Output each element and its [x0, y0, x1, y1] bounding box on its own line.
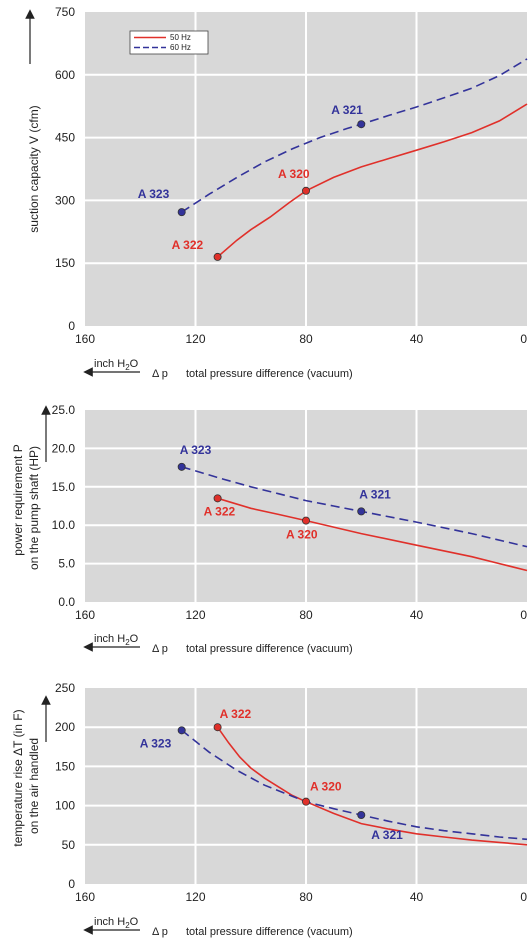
point-label: A 320: [278, 167, 310, 181]
data-point: [177, 462, 186, 471]
data-point: [213, 494, 222, 503]
x-tick-label: 0: [520, 332, 527, 346]
series-line-50hz: [217, 497, 528, 572]
delta-p-symbol: Δ p: [152, 643, 168, 655]
y-tick-label: 450: [55, 131, 75, 145]
y-axis-label-line2: on the air handled: [27, 738, 41, 834]
y-tick-label: 0: [68, 877, 75, 891]
series-line-50hz: [217, 103, 528, 258]
y-tick-label: 50: [62, 838, 76, 852]
x-tick-label: 40: [410, 890, 424, 904]
data-point: [301, 797, 310, 806]
x-unit-label: inch H2O: [94, 916, 139, 930]
data-point: [177, 208, 186, 217]
legend-box: [129, 30, 209, 55]
data-point: [177, 726, 186, 735]
data-point: [301, 186, 310, 195]
x-unit-label: inch H2O: [94, 633, 139, 647]
y-axis-label: temperature rise ΔT (in F): [11, 709, 25, 846]
data-point: [357, 811, 366, 820]
x-tick-label: 160: [75, 890, 95, 904]
x-tick-label: 120: [185, 608, 205, 622]
x-unit-label: inch H2O: [94, 358, 139, 372]
point-label: A 322: [220, 707, 252, 721]
x-tick-label: 160: [75, 608, 95, 622]
x-tick-label: 40: [410, 332, 424, 346]
y-tick-label: 20.0: [52, 441, 76, 455]
delta-p-symbol: Δ p: [152, 368, 168, 380]
x-tick-label: 0: [520, 608, 527, 622]
point-label: A 322: [172, 238, 204, 252]
x-tick-label: 120: [185, 890, 205, 904]
data-point: [213, 252, 222, 261]
data-point: [357, 507, 366, 516]
x-tick-label: 80: [299, 332, 313, 346]
legend-label-50hz: 50 Hz: [170, 33, 191, 42]
data-point: [213, 723, 222, 732]
y-tick-label: 150: [55, 759, 75, 773]
point-label: A 321: [371, 828, 403, 842]
x-tick-label: 120: [185, 332, 205, 346]
y-tick-label: 100: [55, 799, 75, 813]
data-point: [301, 516, 310, 525]
y-tick-label: 600: [55, 68, 75, 82]
y-tick-label: 200: [55, 720, 75, 734]
y-tick-label: 150: [55, 256, 75, 270]
x-axis-label: total pressure difference (vacuum): [186, 643, 353, 655]
data-point: [357, 120, 366, 129]
point-label: A 323: [140, 736, 172, 750]
series-line-60hz: [181, 58, 528, 213]
y-tick-label: 750: [55, 5, 75, 19]
y-tick-label: 0: [68, 319, 75, 333]
series-line-60hz: [181, 466, 528, 548]
x-tick-label: 40: [410, 608, 424, 622]
chart-panel-3: 160 120 80 40 0 0 50 100 150 200 250 temperature ri…: [11, 681, 527, 938]
x-tick-label: 160: [75, 332, 95, 346]
legend-label-60hz: 60 Hz: [170, 43, 191, 52]
y-tick-label: 250: [55, 681, 75, 695]
x-tick-label: 0: [520, 890, 527, 904]
y-tick-label: 25.0: [52, 403, 76, 417]
chart-panel-1: 160 120 80 40 0 0 150 300 450 600 750 suction capac…: [25, 5, 528, 380]
chart-panel-2: 160 120 80 40 0 0.0 5.0 10.0 15.0 20.0 25.0 power r…: [11, 403, 527, 655]
y-tick-label: 5.0: [58, 557, 75, 571]
point-label: A 320: [310, 780, 342, 794]
x-axis-label: total pressure difference (vacuum): [186, 926, 353, 938]
point-label: A 322: [204, 504, 236, 518]
point-label: A 323: [180, 443, 212, 457]
series-line-50hz: [216, 726, 528, 846]
x-axis-label: total pressure difference (vacuum): [186, 368, 353, 380]
point-label: A 321: [331, 103, 363, 117]
series-line-60hz: [181, 729, 528, 841]
y-tick-label: 15.0: [52, 480, 76, 494]
point-label: A 321: [359, 487, 391, 501]
y-tick-label: 10.0: [52, 518, 76, 532]
x-tick-label: 80: [299, 890, 313, 904]
x-tick-label: 80: [299, 608, 313, 622]
y-axis-label: power requirement P: [11, 444, 25, 555]
y-tick-label: 300: [55, 193, 75, 207]
y-axis-label: suction capacity V (cfm): [27, 105, 41, 232]
y-axis-label-line2: on the pump shaft (HP): [27, 446, 41, 570]
point-label: A 320: [286, 528, 318, 542]
delta-p-symbol: Δ p: [152, 926, 168, 938]
point-label: A 323: [138, 187, 170, 201]
y-tick-label: 0.0: [58, 595, 75, 609]
